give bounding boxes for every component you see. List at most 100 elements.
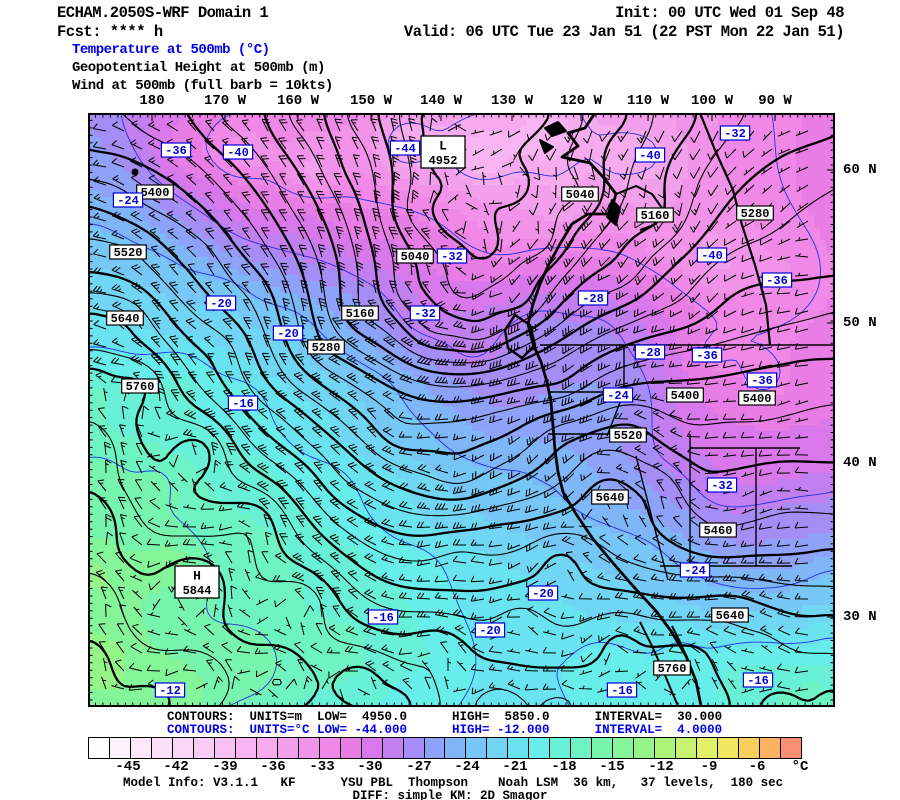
- lon-tick-label: 140 W: [419, 93, 463, 109]
- colorbar-cell: [738, 738, 759, 758]
- temp-contour-label: -16: [606, 682, 638, 698]
- colorbar-cell: [360, 738, 382, 758]
- svg-text:-16: -16: [232, 397, 254, 411]
- lon-tick-label: 100 W: [690, 93, 734, 109]
- colorbar-cell: [129, 738, 151, 758]
- lon-tick-label: 160 W: [276, 93, 320, 109]
- svg-text:-20: -20: [277, 327, 299, 341]
- colorbar-tick: -39: [212, 759, 238, 775]
- svg-text:-32: -32: [711, 479, 733, 493]
- temp-contour-label: -32: [719, 125, 751, 141]
- height-contour-label: 5040: [396, 248, 434, 264]
- colorbar-tick: -24: [454, 759, 480, 775]
- colorbar-tick: -42: [163, 759, 189, 775]
- svg-text:-36: -36: [751, 374, 773, 388]
- height-contour-label: 5640: [106, 310, 144, 326]
- svg-text:-36: -36: [165, 144, 187, 158]
- weather-map: 5400 5520 5640 5760 5040 5040 5160 5280 5160 5280…: [88, 113, 835, 707]
- colorbar-cell: [486, 738, 508, 758]
- svg-text:-16: -16: [611, 684, 633, 698]
- colorbar-cell: [276, 738, 298, 758]
- svg-text:-24: -24: [117, 194, 139, 208]
- lon-tick-label: 130 W: [490, 93, 534, 109]
- contour-label-layer: 5400 5520 5640 5760 5040 5040 5160 5280 5160 5280…: [106, 125, 793, 698]
- colorbar-cell: [675, 738, 697, 758]
- svg-text:-20: -20: [532, 587, 554, 601]
- temp-contour-label: -36: [761, 272, 793, 288]
- svg-text:5400: 5400: [141, 186, 170, 200]
- lat-tick-label: 40 N: [843, 455, 877, 471]
- colorbar-cell: [108, 738, 130, 758]
- height-contour-label: 5400: [666, 387, 704, 403]
- svg-text:5520: 5520: [114, 246, 143, 260]
- colorbar-cell: [255, 738, 277, 758]
- temp-contour-label: -32: [436, 248, 468, 264]
- height-contour-label: 5160: [341, 305, 379, 321]
- lon-tick-label: 90 W: [758, 93, 792, 109]
- frame-ticks: [88, 113, 835, 707]
- svg-text:5160: 5160: [346, 307, 375, 321]
- temp-contour-label: -40: [696, 247, 728, 263]
- height-contour-label: 5400: [136, 184, 174, 200]
- lat-tick-label: 60 N: [843, 162, 877, 178]
- height-contour-label: 5400: [738, 390, 776, 406]
- svg-text:-32: -32: [441, 250, 463, 264]
- temp-contour-label: -24: [602, 387, 634, 403]
- svg-text:-44: -44: [394, 142, 416, 156]
- colorbar-cell: [549, 738, 571, 758]
- temp-contour-label: -20: [205, 295, 237, 311]
- map-frame: [88, 113, 835, 707]
- svg-text:5520: 5520: [614, 429, 643, 443]
- colorbar-cell: [779, 738, 801, 758]
- colorbar-cell: [717, 738, 739, 758]
- svg-text:-24: -24: [684, 564, 706, 578]
- svg-text:5760: 5760: [126, 380, 155, 394]
- colorbar-cell: [528, 738, 550, 758]
- temp-contour-info: CONTOURS: UNITS=°C LOW= -44.000 HIGH= -1…: [167, 723, 723, 737]
- colorbar-cell: [297, 738, 319, 758]
- height-contour-label: 5520: [609, 427, 647, 443]
- temp-contour-label: -28: [634, 344, 666, 360]
- svg-text:5280: 5280: [312, 341, 341, 355]
- svg-text:-24: -24: [607, 389, 629, 403]
- height-contour-label: 5760: [653, 660, 691, 676]
- height-contour-label: 5520: [109, 244, 147, 260]
- svg-text:5640: 5640: [596, 491, 625, 505]
- svg-text:-32: -32: [414, 307, 436, 321]
- colorbar-tick: -18: [551, 759, 577, 775]
- lon-tick-label: 170 W: [203, 93, 247, 109]
- temp-contour-label: -44: [389, 140, 421, 156]
- temp-contour-label: -36: [691, 347, 723, 363]
- svg-text:5760: 5760: [658, 662, 687, 676]
- temp-contour-label: -36: [746, 372, 778, 388]
- svg-text:4952: 4952: [429, 154, 458, 168]
- svg-text:5640: 5640: [716, 609, 745, 623]
- height-contour-label: 5280: [736, 205, 774, 221]
- colorbar-unit: °C: [791, 759, 809, 775]
- colorbar-cell: [612, 738, 634, 758]
- model-info-line: Model Info: V3.1.1 KF YSU PBL Thompson N…: [123, 776, 784, 790]
- diff-info-line: DIFF: simple KM: 2D Smagor: [352, 789, 548, 800]
- height-contour-label: 5160: [636, 207, 674, 223]
- colorbar-cell: [339, 738, 361, 758]
- svg-text:-28: -28: [582, 292, 604, 306]
- svg-text:-40: -40: [227, 146, 249, 160]
- temp-contour-label: -24: [679, 562, 711, 578]
- svg-text:5460: 5460: [704, 524, 733, 538]
- svg-text:5280: 5280: [741, 207, 770, 221]
- colorbar-tick: -36: [260, 759, 286, 775]
- forecast-hour: Fcst: **** h: [57, 23, 163, 41]
- colorbar-tick: -15: [599, 759, 625, 775]
- colorbar-cell: [570, 738, 592, 758]
- colorbar-cell: [381, 738, 403, 758]
- lon-tick-label: 180: [139, 93, 165, 109]
- temp-contour-label: -40: [222, 144, 254, 160]
- temperature-colorbar: [88, 737, 802, 759]
- svg-text:5160: 5160: [641, 209, 670, 223]
- map-canvas: 5400 5520 5640 5760 5040 5040 5160 5280 5160 5280…: [88, 113, 835, 707]
- colorbar-cell: [171, 738, 193, 758]
- colorbar-cell: [591, 738, 613, 758]
- colorbar-cell: [465, 738, 487, 758]
